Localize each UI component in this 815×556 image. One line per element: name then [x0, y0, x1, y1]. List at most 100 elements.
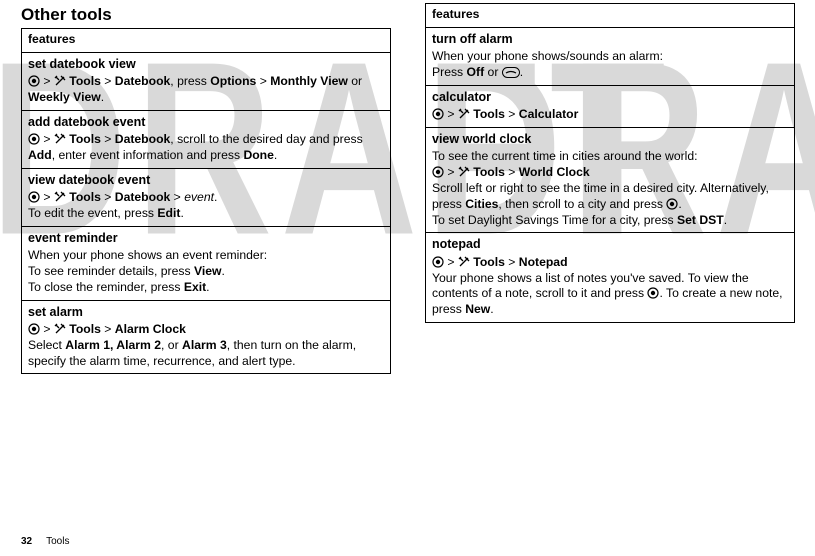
t: Alarm 1, Alarm 2 — [65, 338, 161, 352]
t: Notepad — [519, 255, 568, 269]
row-set-datebook-view: set datebook view > Tools > Datebook, pr… — [22, 52, 391, 110]
t: , or — [161, 338, 182, 352]
row-turn-off-alarm: turn off alarm When your phone shows/sou… — [426, 27, 795, 85]
t: Tools — [69, 132, 101, 146]
t: Monthly View — [270, 74, 348, 88]
center-key-icon — [647, 287, 659, 299]
t: Weekly View — [28, 90, 101, 104]
row-title: notepad — [432, 236, 788, 252]
t: . — [180, 206, 183, 220]
t: or — [484, 65, 502, 79]
tools-icon — [458, 256, 470, 268]
t: > — [101, 132, 115, 146]
t: event — [184, 190, 214, 204]
t: To edit the event, press — [28, 206, 157, 220]
t: Datebook — [115, 74, 171, 88]
t: Alarm 3 — [182, 338, 227, 352]
features-table-right: features turn off alarm When your phone … — [425, 3, 795, 323]
t: > — [40, 190, 54, 204]
t: Set DST — [677, 213, 724, 227]
right-column: features turn off alarm When your phone … — [425, 3, 795, 323]
t: Tools — [473, 165, 505, 179]
t: To see reminder details, press — [28, 264, 194, 278]
t: > — [444, 107, 458, 121]
t: New — [465, 302, 490, 316]
features-table-left: features set datebook view > Tools > Dat… — [21, 28, 391, 374]
section-name: Tools — [46, 536, 69, 547]
row-title: view datebook event — [28, 172, 384, 188]
t: > — [40, 322, 54, 336]
t: > — [505, 165, 519, 179]
row-add-datebook-event: add datebook event > Tools > Datebook, s… — [22, 110, 391, 168]
center-key-icon — [28, 75, 40, 87]
page-number: 32 — [21, 536, 32, 547]
t: . — [206, 280, 209, 294]
t: > — [505, 255, 519, 269]
t: Select — [28, 338, 65, 352]
tools-icon — [54, 323, 66, 335]
t: , press — [170, 74, 210, 88]
t: > — [101, 74, 115, 88]
row-title: set datebook view — [28, 56, 384, 72]
t: Exit — [184, 280, 206, 294]
t: World Clock — [519, 165, 590, 179]
center-key-icon — [432, 108, 444, 120]
t: , scroll to the desired day and press — [170, 132, 362, 146]
row-title: add datebook event — [28, 114, 384, 130]
t: Calculator — [519, 107, 579, 121]
t: > — [505, 107, 519, 121]
t: . — [214, 190, 217, 204]
t: Tools — [69, 322, 101, 336]
t: Off — [467, 65, 485, 79]
t: . — [490, 302, 493, 316]
center-key-icon — [28, 191, 40, 203]
end-key-icon — [502, 67, 520, 78]
t: When your phone shows an event reminder: — [28, 248, 267, 262]
row-title: view world clock — [432, 131, 788, 147]
row-calculator: calculator > Tools > Calculator — [426, 85, 795, 127]
t: To set Daylight Savings Time for a city,… — [432, 213, 677, 227]
row-view-world-clock: view world clock To see the current time… — [426, 127, 795, 233]
table-header: features — [426, 4, 795, 28]
t: > — [444, 255, 458, 269]
t: Alarm Clock — [115, 322, 186, 336]
tools-icon — [458, 166, 470, 178]
t: , enter event information and press — [52, 148, 244, 162]
t: . — [520, 65, 523, 79]
t: > — [444, 165, 458, 179]
t: Tools — [69, 74, 101, 88]
row-notepad: notepad > Tools > Notepad Your phone sho… — [426, 233, 795, 323]
tools-icon — [54, 133, 66, 145]
t: Edit — [157, 206, 180, 220]
t: , then scroll to a city and press — [498, 197, 666, 211]
t: When your phone shows/sounds an alarm: — [432, 49, 663, 63]
t: Done — [243, 148, 273, 162]
t: To close the reminder, press — [28, 280, 184, 294]
row-event-reminder: event reminder When your phone shows an … — [22, 226, 391, 300]
center-key-icon — [666, 198, 678, 210]
t: > — [101, 190, 115, 204]
t: . — [274, 148, 277, 162]
page-title: Other tools — [21, 5, 112, 25]
t: Add — [28, 148, 52, 162]
t: . — [724, 213, 727, 227]
center-key-icon — [28, 323, 40, 335]
t: View — [194, 264, 222, 278]
t: To see the current time in cities around… — [432, 149, 698, 163]
row-title: turn off alarm — [432, 31, 788, 47]
t: > — [40, 74, 54, 88]
row-set-alarm: set alarm > Tools > Alarm Clock Select A… — [22, 300, 391, 374]
center-key-icon — [432, 256, 444, 268]
row-title: calculator — [432, 89, 788, 105]
t: Tools — [69, 190, 101, 204]
left-column: features set datebook view > Tools > Dat… — [21, 28, 391, 374]
t: > — [40, 132, 54, 146]
t: Cities — [465, 197, 498, 211]
center-key-icon — [432, 166, 444, 178]
row-view-datebook-event: view datebook event > Tools > Datebook >… — [22, 168, 391, 226]
tools-icon — [54, 191, 66, 203]
t: > — [256, 74, 270, 88]
t: . — [678, 197, 681, 211]
tools-icon — [458, 108, 470, 120]
t: Options — [210, 74, 256, 88]
